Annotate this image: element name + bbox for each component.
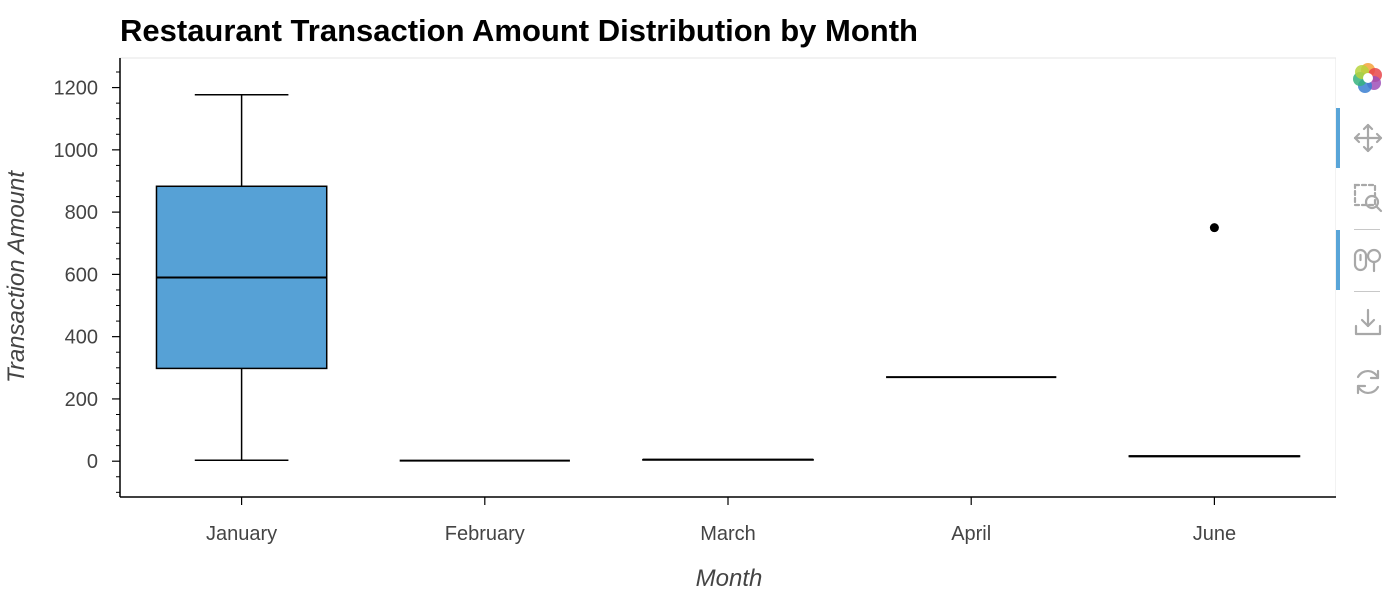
bokeh-logo-button[interactable] bbox=[1348, 58, 1388, 98]
outlier-point bbox=[1209, 223, 1219, 233]
wheel-zoom-tool-button[interactable] bbox=[1348, 240, 1388, 280]
x-tick-label: June bbox=[1193, 523, 1236, 545]
pan-active-indicator bbox=[1336, 108, 1340, 168]
x-tick-label: March bbox=[700, 523, 756, 545]
y-tick-label: 600 bbox=[65, 264, 98, 286]
box-june bbox=[1128, 223, 1301, 458]
y-tick-label: 1200 bbox=[54, 78, 99, 100]
bokeh-logo-icon bbox=[1353, 63, 1382, 93]
pan-tool-button[interactable] bbox=[1348, 118, 1388, 158]
y-axis: 0 200 400 600 800 1000 1200 bbox=[54, 58, 121, 497]
y-tick-label: 200 bbox=[65, 389, 98, 411]
chart-title: Restaurant Transaction Amount Distributi… bbox=[120, 13, 918, 48]
box-series bbox=[155, 93, 1301, 462]
box-plot: Restaurant Transaction Amount Distributi… bbox=[3, 13, 1336, 592]
x-axis: January February March April June bbox=[120, 496, 1336, 545]
y-tick-label: 1000 bbox=[54, 140, 99, 162]
wheel-zoom-icon bbox=[1353, 248, 1382, 273]
reset-icon bbox=[1356, 369, 1380, 395]
box-january bbox=[155, 93, 328, 462]
toolbar-divider bbox=[1354, 291, 1380, 292]
x-tick-label: January bbox=[206, 523, 277, 545]
y-axis-label: Transaction Amount bbox=[3, 170, 30, 383]
save-icon bbox=[1354, 308, 1382, 336]
chart-toolbar bbox=[1336, 52, 1392, 412]
y-tick-label: 800 bbox=[65, 202, 98, 224]
y-tick-label: 0 bbox=[87, 451, 98, 473]
reset-tool-button[interactable] bbox=[1348, 362, 1388, 402]
box-zoom-tool-button[interactable] bbox=[1348, 178, 1388, 218]
wheel-zoom-active-indicator bbox=[1336, 230, 1340, 290]
x-tick-label: February bbox=[445, 523, 525, 545]
x-tick-label: April bbox=[951, 523, 991, 545]
save-tool-button[interactable] bbox=[1348, 302, 1388, 342]
toolbar-divider bbox=[1354, 229, 1380, 230]
y-tick-label: 400 bbox=[65, 327, 98, 349]
x-axis-label: Month bbox=[696, 565, 763, 592]
box-zoom-icon bbox=[1353, 183, 1383, 213]
pan-icon bbox=[1353, 123, 1383, 153]
